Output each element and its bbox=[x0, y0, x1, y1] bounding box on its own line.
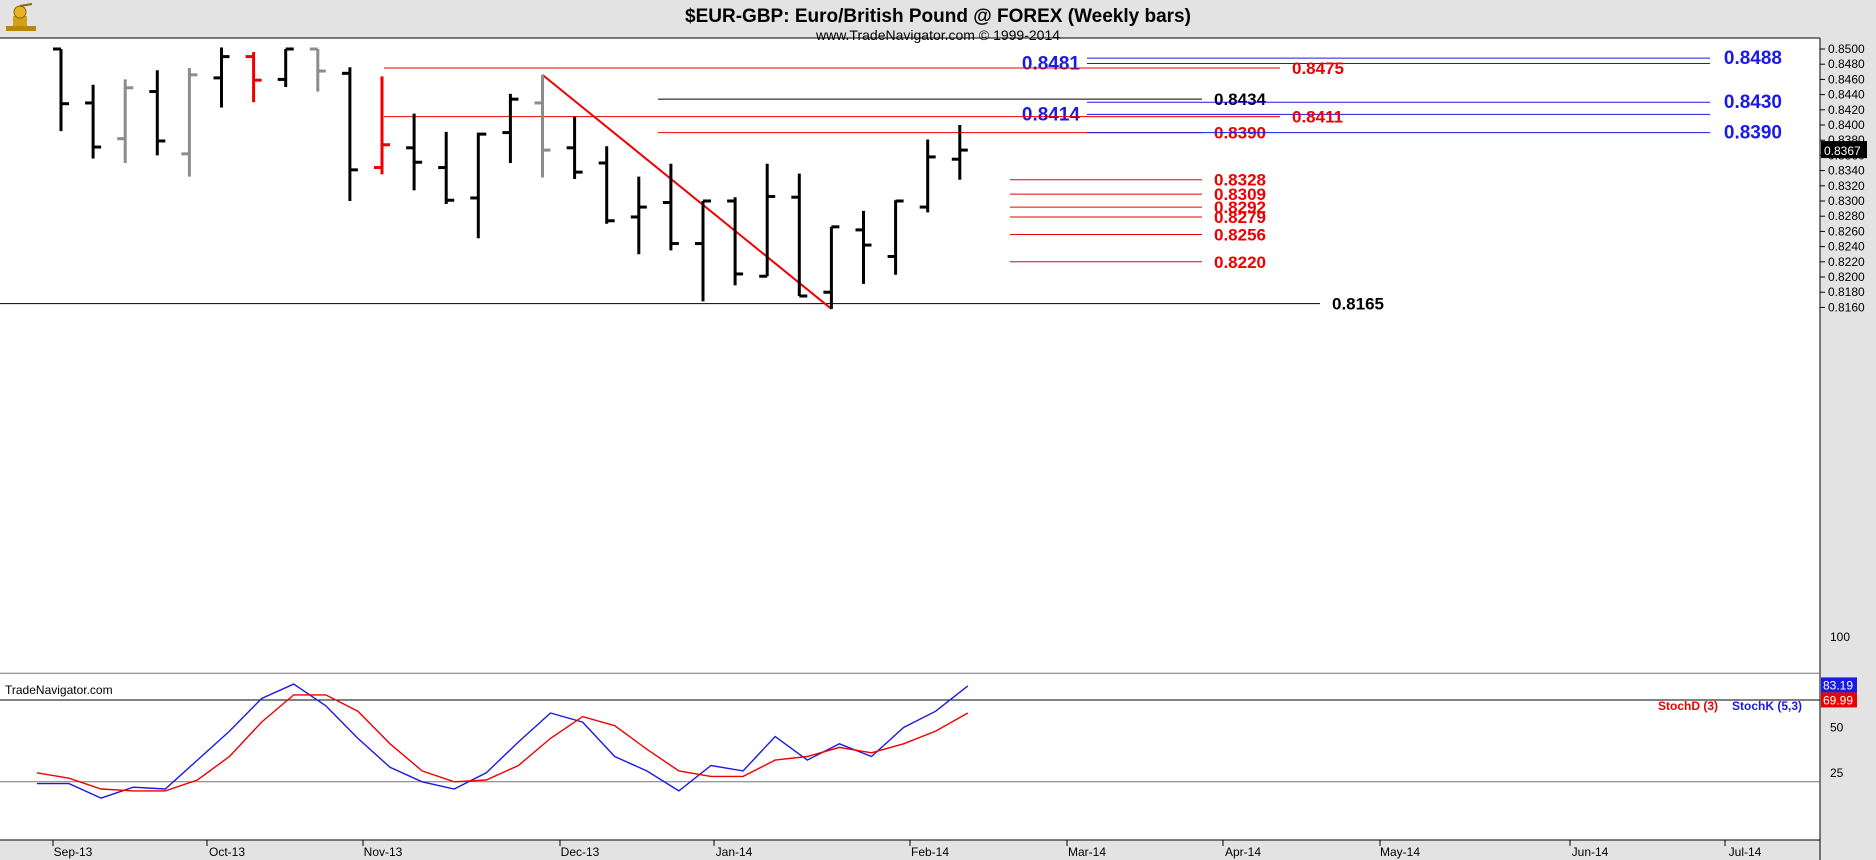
ohlc-bar bbox=[374, 76, 390, 175]
stoch-k-value-marker bbox=[1821, 677, 1857, 693]
ohlc-bar bbox=[213, 47, 230, 108]
ohlc-bar bbox=[791, 173, 808, 298]
stochastic-indicator: 100755025StochD (3)StochK (5,3)83.1969.9… bbox=[0, 630, 1857, 799]
price-axis-label: 0.8180 bbox=[1828, 285, 1865, 299]
stoch-axis-label: 50 bbox=[1830, 721, 1844, 735]
date-axis: Sep-13 Oct-13 Nov-13 Dec-13 Jan-14 Feb-14 Mar-… bbox=[52, 840, 1762, 859]
ohlc-bar bbox=[919, 139, 936, 213]
indicator-panel bbox=[0, 700, 1820, 840]
page-title: $EUR-GBP: Euro/British Pound @ FOREX (We… bbox=[685, 6, 1191, 27]
ohlc-bar bbox=[438, 131, 455, 205]
price-levels: 0.8488 0.8481 0.8475 0.8434 0.8430 0.8414 0.84… bbox=[0, 48, 1782, 314]
stoch-d-value: 69.99 bbox=[1823, 693, 1853, 707]
trendline bbox=[541, 74, 833, 310]
price-level-label: 0.8434 bbox=[1214, 90, 1267, 109]
date-axis-label: Apr-14 bbox=[1225, 845, 1261, 859]
ohlc-bar bbox=[149, 70, 166, 156]
main-panel bbox=[0, 38, 1820, 700]
ohlc-bar bbox=[855, 210, 872, 284]
ohlc-bar bbox=[662, 163, 679, 251]
date-axis-label: Sep-13 bbox=[54, 845, 93, 859]
ohlc-bar bbox=[759, 163, 776, 278]
price-axis-label: 0.8420 bbox=[1828, 103, 1865, 117]
ohlc-bar bbox=[598, 146, 615, 224]
ohlc-bar bbox=[341, 67, 358, 201]
logo-icon bbox=[6, 3, 36, 31]
price-axis-label: 0.8160 bbox=[1828, 300, 1865, 314]
date-axis-label: Dec-13 bbox=[561, 845, 600, 859]
date-axis-label: Jun-14 bbox=[1572, 845, 1609, 859]
stoch-axis-label: 100 bbox=[1830, 630, 1850, 644]
price-axis-label: 0.8320 bbox=[1828, 179, 1865, 193]
price-level-label: 0.8475 bbox=[1292, 59, 1344, 78]
ohlc-bar bbox=[117, 79, 134, 163]
price-axis-label: 0.8220 bbox=[1828, 255, 1865, 269]
ohlc-bar bbox=[85, 84, 102, 159]
date-axis-label: Mar-14 bbox=[1068, 845, 1106, 859]
ohlc-bar bbox=[727, 197, 744, 286]
price-level-label: 0.8488 bbox=[1724, 48, 1782, 69]
price-level-label: 0.8220 bbox=[1214, 253, 1266, 272]
ohlc-bar bbox=[534, 74, 551, 178]
price-level-label: 0.8328 bbox=[1214, 171, 1266, 190]
stoch-d-value-marker bbox=[1821, 692, 1857, 708]
ohlc-bar bbox=[406, 113, 423, 191]
price-level-label: 0.8390 bbox=[1724, 123, 1782, 144]
price-axis-label: 0.8480 bbox=[1828, 57, 1865, 71]
ohlc-bar bbox=[181, 68, 198, 177]
ohlc-bar bbox=[695, 199, 711, 302]
price-axis-label: 0.8260 bbox=[1828, 224, 1865, 238]
stoch-k-legend: StochK (5,3) bbox=[1732, 699, 1802, 713]
price-level-label: 0.8309 bbox=[1214, 185, 1266, 204]
stoch-d-line bbox=[36, 694, 969, 792]
ohlc-bar bbox=[277, 47, 294, 87]
date-axis-label: Jan-14 bbox=[716, 845, 753, 859]
price-level-label: 0.8165 bbox=[1332, 295, 1384, 314]
stoch-d-legend: StochD (3) bbox=[1658, 699, 1718, 713]
ohlc-bar bbox=[309, 47, 326, 92]
copyright-subtitle: www.TradeNavigator.com © 1999-2014 bbox=[815, 27, 1060, 43]
ohlc-bar bbox=[502, 93, 519, 163]
watermark: TradeNavigator.com bbox=[5, 683, 113, 697]
price-level-label: 0.8481 bbox=[1022, 53, 1081, 74]
stoch-k-line bbox=[36, 683, 969, 799]
ohlc-bar bbox=[245, 52, 262, 103]
date-axis-label: Oct-13 bbox=[209, 845, 245, 859]
price-axis-label: 0.8300 bbox=[1828, 194, 1865, 208]
stoch-axis-label: 25 bbox=[1830, 766, 1844, 780]
ohlc-bar bbox=[951, 125, 968, 180]
price-axis-label: 0.8340 bbox=[1828, 164, 1865, 178]
price-axis-label: 0.8440 bbox=[1828, 88, 1865, 102]
last-price-marker bbox=[1821, 141, 1867, 159]
date-axis-label: May-14 bbox=[1380, 845, 1420, 859]
price-level-label: 0.8430 bbox=[1724, 92, 1782, 113]
date-axis-label: Jul-14 bbox=[1729, 845, 1762, 859]
price-bars bbox=[53, 47, 968, 309]
price-level-label: 0.8292 bbox=[1214, 198, 1266, 217]
price-level-label: 0.8279 bbox=[1214, 208, 1266, 227]
ohlc-bar bbox=[630, 176, 647, 255]
ohlc-bar bbox=[887, 199, 904, 275]
price-axis-label: 0.8400 bbox=[1828, 118, 1865, 132]
ohlc-bar bbox=[566, 116, 583, 179]
ohlc-bar bbox=[53, 47, 69, 132]
price-axis-label: 0.8280 bbox=[1828, 209, 1865, 223]
ohlc-bar bbox=[470, 132, 487, 239]
ohlc-bar bbox=[823, 225, 840, 309]
date-axis-label: Nov-13 bbox=[364, 845, 403, 859]
price-level-label: 0.8411 bbox=[1292, 108, 1343, 127]
price-axis-label: 0.8500 bbox=[1828, 42, 1865, 56]
stoch-k-value: 83.19 bbox=[1823, 678, 1853, 692]
price-level-label: 0.8256 bbox=[1214, 225, 1266, 244]
date-axis-label: Feb-14 bbox=[911, 845, 949, 859]
last-price-label: 0.8367 bbox=[1824, 144, 1861, 158]
price-axis-label: 0.8460 bbox=[1828, 72, 1865, 86]
price-axis-label: 0.8240 bbox=[1828, 240, 1865, 254]
trendline-layer bbox=[541, 74, 833, 310]
price-axis-label: 0.8200 bbox=[1828, 270, 1865, 284]
price-level-label: 0.8414 bbox=[1022, 104, 1081, 125]
